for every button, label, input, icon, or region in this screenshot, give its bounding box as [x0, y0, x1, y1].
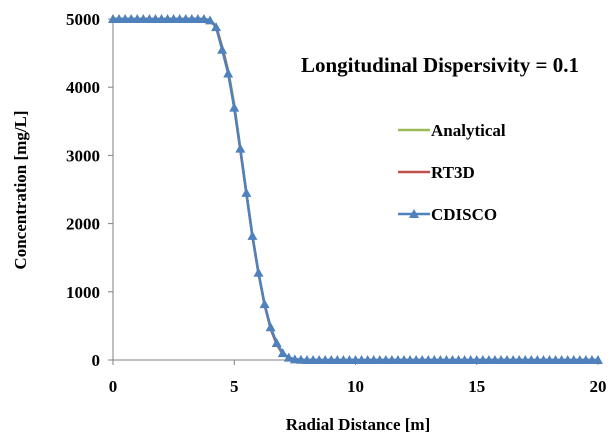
y-tick-label: 5000: [66, 10, 100, 29]
y-axis-title: Concentration [mg/L]: [11, 110, 30, 269]
y-tick-label: 1000: [66, 283, 100, 302]
data-point-cdisco: [277, 348, 288, 358]
y-tick-label: 4000: [66, 78, 100, 97]
legend-item-rt3d: RT3D: [398, 163, 475, 182]
data-point-cdisco: [235, 143, 246, 153]
data-point-cdisco: [289, 354, 300, 364]
y-tick-label: 3000: [66, 146, 100, 165]
data-point-cdisco: [271, 337, 282, 347]
legend-label-rt3d: RT3D: [431, 163, 475, 182]
legend-label-cdisco: CDISCO: [431, 205, 497, 224]
y-tick-label: 0: [92, 351, 101, 370]
x-tick-label: 15: [468, 377, 485, 396]
x-tick-label: 0: [109, 377, 118, 396]
data-point-cdisco: [241, 187, 252, 197]
x-tick-label: 20: [590, 377, 607, 396]
data-point-cdisco: [593, 355, 603, 364]
data-point-cdisco: [247, 230, 258, 240]
data-point-cdisco: [217, 44, 228, 54]
x-tick-label: 10: [347, 377, 364, 396]
data-point-cdisco: [259, 299, 270, 309]
data-point-cdisco: [265, 322, 276, 332]
x-axis-title: Radial Distance [m]: [286, 415, 430, 434]
data-point-cdisco: [211, 22, 222, 32]
x-tick-label: 5: [230, 377, 239, 396]
data-point-cdisco: [198, 14, 209, 23]
legend: Analytical RT3D CDISCO: [398, 121, 506, 224]
legend-label-analytical: Analytical: [431, 121, 506, 140]
y-tick-label: 2000: [66, 215, 100, 234]
legend-marker-cdisco: [409, 209, 419, 218]
legend-item-analytical: Analytical: [398, 121, 506, 140]
data-point-cdisco: [223, 68, 234, 78]
series-markers: [108, 14, 603, 364]
data-point-cdisco: [229, 102, 240, 112]
legend-item-cdisco: CDISCO: [398, 205, 497, 224]
axis-ticks: 0 1000 2000 3000 4000 5000 0 5 10 15 20: [66, 10, 607, 396]
data-point-cdisco: [253, 267, 264, 277]
chart-title: Longitudinal Dispersivity = 0.1: [301, 53, 579, 77]
data-point-cdisco: [283, 352, 294, 362]
data-point-cdisco: [205, 15, 215, 25]
